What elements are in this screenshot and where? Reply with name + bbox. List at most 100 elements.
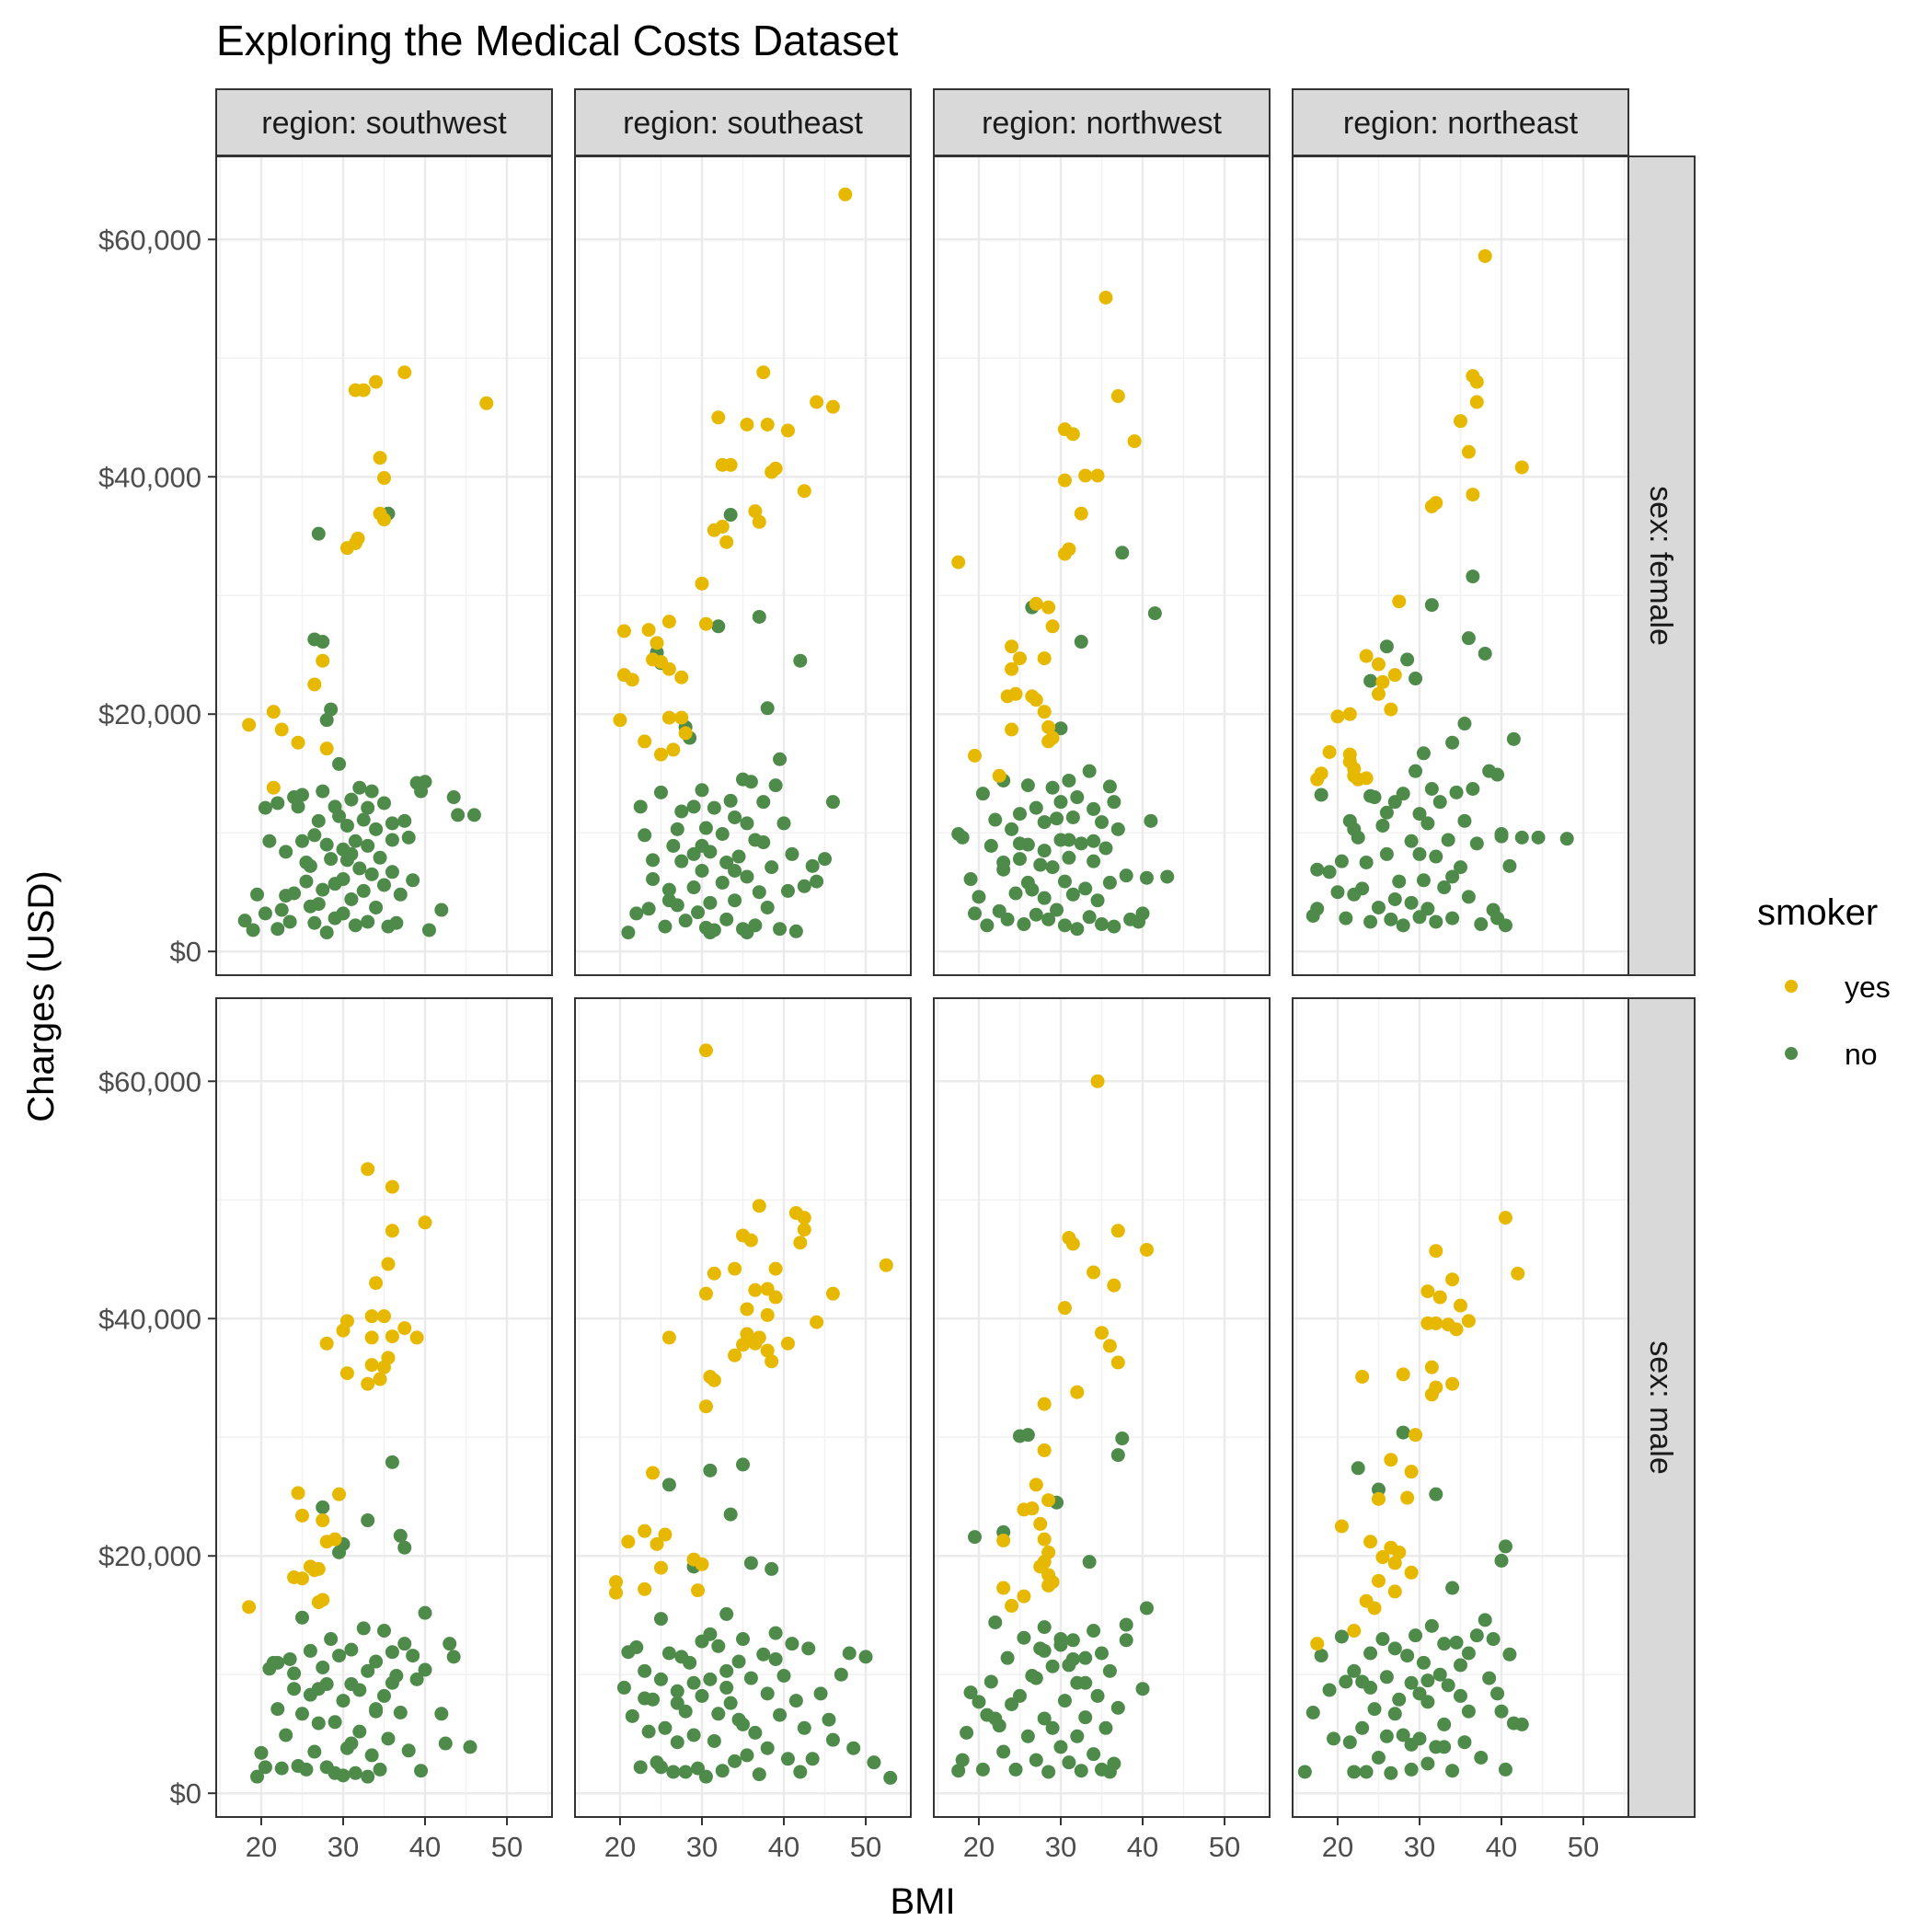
point-no: [1110, 1700, 1125, 1715]
point-no: [951, 1764, 966, 1778]
point-no: [434, 1707, 449, 1721]
point-yes: [1478, 248, 1492, 263]
point-no: [670, 1696, 684, 1710]
point-no: [377, 878, 391, 892]
point-no: [1087, 854, 1101, 868]
point-yes: [385, 1224, 399, 1238]
point-yes: [661, 661, 676, 676]
point-no: [348, 1765, 362, 1780]
point-no: [715, 875, 730, 890]
point-no: [311, 897, 326, 912]
facet-strip-row-1: [1627, 997, 1696, 1818]
point-no: [1065, 887, 1080, 902]
point-yes: [879, 1258, 893, 1272]
point-no: [1502, 858, 1517, 873]
point-no: [1454, 860, 1467, 875]
point-no: [678, 1765, 693, 1779]
point-yes: [674, 710, 689, 725]
point-yes: [266, 780, 281, 795]
point-yes: [1375, 674, 1390, 689]
point-no: [695, 863, 709, 878]
point-no: [1037, 815, 1052, 830]
point-yes: [797, 1223, 811, 1237]
point-no: [294, 1707, 309, 1721]
point-yes: [1095, 1326, 1109, 1340]
point-yes: [1127, 434, 1142, 449]
point-yes: [1387, 1584, 1402, 1599]
point-no: [250, 1769, 265, 1784]
point-no: [1429, 1487, 1443, 1501]
point-no: [825, 1732, 840, 1747]
y-tick-label: $60,000: [98, 1065, 201, 1098]
point-no: [1053, 1638, 1068, 1652]
point-no: [307, 915, 322, 930]
point-no: [1355, 881, 1370, 896]
point-no: [983, 1674, 998, 1689]
point-no: [393, 1705, 408, 1719]
point-no: [1457, 813, 1472, 828]
point-no: [1498, 1539, 1512, 1554]
point-yes: [1461, 1314, 1476, 1328]
point-no: [765, 1561, 779, 1576]
point-yes: [765, 1354, 779, 1369]
point-no: [1327, 1731, 1341, 1746]
point-yes: [780, 1336, 795, 1351]
point-yes: [381, 1351, 396, 1365]
point-no: [1379, 1729, 1394, 1743]
point-no: [1029, 1753, 1043, 1767]
point-no: [1045, 860, 1060, 875]
point-no: [1095, 815, 1109, 830]
x-tick-label: 30: [328, 1831, 359, 1863]
point-yes: [748, 1336, 763, 1351]
point-no: [418, 1662, 432, 1677]
point-no: [743, 775, 758, 789]
point-no: [723, 508, 738, 523]
point-yes: [638, 1524, 652, 1538]
point-no: [377, 796, 391, 811]
point-no: [1074, 635, 1088, 650]
point-no: [1375, 818, 1390, 833]
point-no: [1469, 1628, 1484, 1643]
panel-r1-c2: 20 30 40 50: [933, 997, 1271, 1863]
point-yes: [479, 396, 494, 410]
point-yes: [1384, 1453, 1398, 1467]
point-no: [661, 882, 676, 897]
point-no: [797, 879, 811, 893]
point-no: [723, 1507, 738, 1522]
y-tick-label: $60,000: [98, 224, 201, 256]
legend: smoker yes no: [1757, 892, 1891, 1071]
point-no: [1057, 918, 1072, 933]
point-no: [1387, 891, 1402, 906]
point-yes: [1107, 1278, 1121, 1293]
point-no: [1371, 1482, 1386, 1497]
point-yes: [1469, 395, 1484, 409]
point-no: [629, 906, 644, 921]
point-no: [385, 1645, 399, 1660]
point-no: [1409, 1628, 1423, 1643]
point-yes: [760, 1307, 775, 1322]
point-yes: [748, 504, 763, 519]
point-no: [1494, 1553, 1509, 1568]
point-yes: [707, 1373, 721, 1387]
x-tick-label: 50: [1568, 1831, 1599, 1863]
point-no: [356, 883, 371, 898]
point-no: [810, 874, 824, 889]
x-tick-label: 40: [409, 1831, 441, 1863]
point-no: [373, 1762, 387, 1777]
point-yes: [1005, 661, 1019, 676]
point-no: [1404, 1737, 1419, 1752]
point-yes: [951, 555, 966, 569]
x-tick-label: 20: [246, 1831, 277, 1863]
point-no: [385, 816, 399, 831]
point-no: [670, 1735, 684, 1750]
point-no: [658, 919, 673, 934]
point-yes: [678, 726, 693, 741]
point-yes: [968, 748, 983, 763]
point-no: [406, 1649, 420, 1663]
point-no: [960, 1725, 974, 1740]
point-no: [1314, 788, 1328, 802]
point-no: [1082, 764, 1097, 778]
point-yes: [793, 1236, 808, 1250]
point-yes: [646, 1466, 661, 1480]
point-no: [715, 1764, 730, 1778]
